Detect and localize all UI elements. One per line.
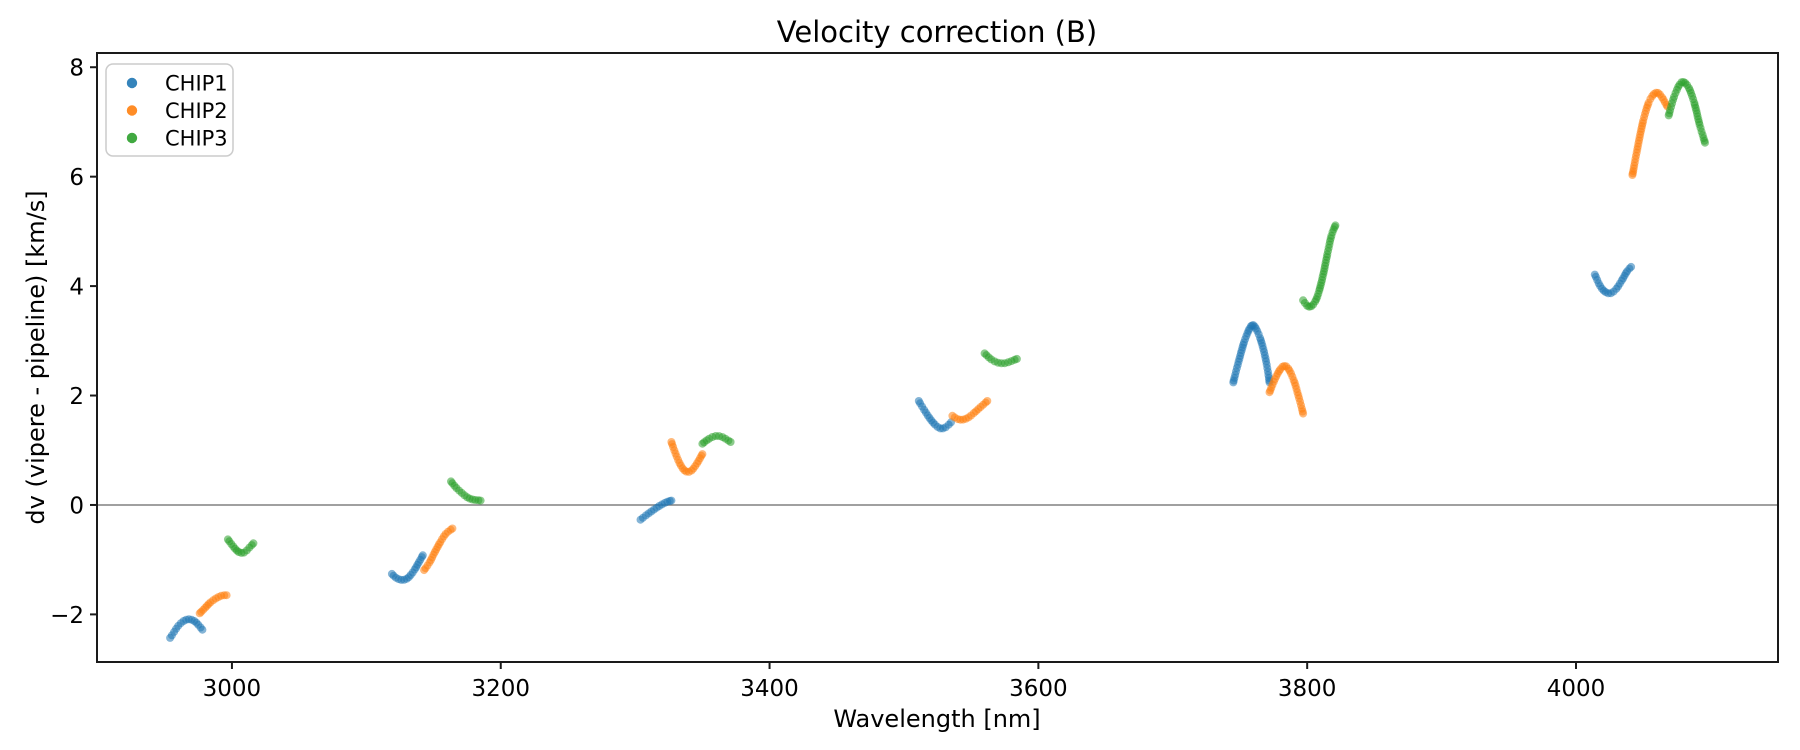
x-tick-label: 3800 bbox=[1278, 676, 1337, 702]
scatter-point bbox=[667, 496, 676, 505]
y-tick-label: 0 bbox=[69, 493, 84, 519]
y-tick-label: 2 bbox=[69, 384, 84, 410]
y-axis-ticks: −2 0 2 4 6 8 bbox=[50, 56, 97, 629]
x-tick-label: 4000 bbox=[1547, 676, 1606, 702]
scatter-point bbox=[1331, 221, 1340, 230]
scatter-series-layer bbox=[166, 78, 1709, 642]
axes-spines bbox=[96, 52, 1779, 663]
x-axis-ticks: 3000 3200 3400 3600 3800 4000 bbox=[203, 662, 1606, 702]
scatter-point bbox=[476, 496, 485, 505]
x-axis-label: Wavelength [nm] bbox=[833, 705, 1040, 733]
legend-label-chip1: CHIP1 bbox=[165, 72, 228, 96]
scatter-point bbox=[418, 551, 427, 560]
y-tick-label: 8 bbox=[69, 56, 84, 82]
plot-area bbox=[97, 53, 1778, 662]
scatter-point bbox=[222, 591, 231, 600]
legend-label-chip2: CHIP2 bbox=[165, 99, 228, 123]
chart-title: Velocity correction (B) bbox=[777, 15, 1097, 49]
series-chip2 bbox=[195, 88, 1672, 618]
scatter-point bbox=[1299, 409, 1308, 418]
legend-box bbox=[105, 63, 234, 157]
scatter-point bbox=[983, 397, 992, 405]
scatter-point bbox=[698, 450, 707, 459]
series-chip3 bbox=[223, 78, 1709, 557]
y-tick-label: −2 bbox=[50, 603, 84, 629]
x-tick-label: 3200 bbox=[471, 676, 530, 702]
scatter-point bbox=[1627, 262, 1636, 271]
x-tick-label: 3000 bbox=[203, 676, 262, 702]
legend-label-chip3: CHIP3 bbox=[165, 127, 228, 151]
scatter-point bbox=[249, 539, 258, 548]
legend-marker-chip3 bbox=[126, 132, 138, 144]
x-tick-label: 3600 bbox=[1009, 676, 1068, 702]
legend-marker-chip2 bbox=[126, 105, 138, 116]
x-tick-label: 3400 bbox=[740, 676, 799, 702]
scatter-point bbox=[448, 524, 457, 533]
legend: CHIP1 CHIP2 CHIP3 bbox=[105, 63, 234, 157]
y-axis-label: dv (vipere - pipeline) [km/s] bbox=[22, 190, 50, 524]
scatter-point bbox=[1701, 138, 1709, 147]
legend-marker-chip1 bbox=[126, 77, 138, 89]
scatter-point bbox=[726, 438, 735, 446]
y-tick-label: 6 bbox=[69, 165, 84, 191]
y-tick-label: 4 bbox=[69, 275, 84, 301]
series-chip1 bbox=[166, 262, 1636, 642]
scatter-point bbox=[198, 625, 207, 634]
scatter-point bbox=[1012, 354, 1021, 363]
